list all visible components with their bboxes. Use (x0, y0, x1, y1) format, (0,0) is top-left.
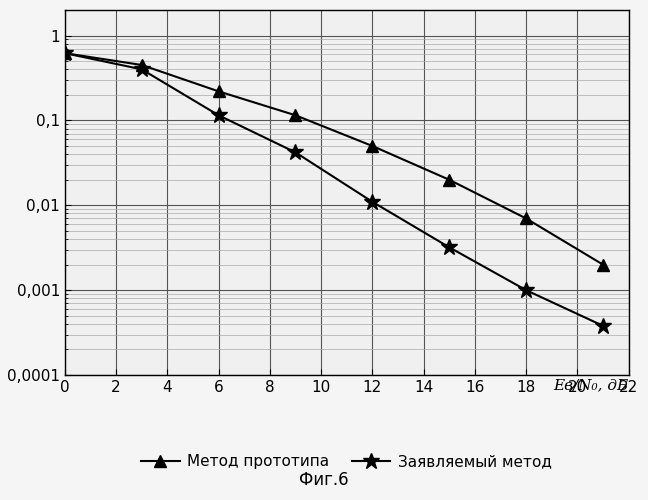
Заявляемый метод (214, 112, 222, 118)
Метод прототипа (138, 62, 146, 68)
Legend: Метод прототипа, Заявляемый метод: Метод прототипа, Заявляемый метод (135, 448, 558, 475)
Заявляемый метод (445, 244, 453, 250)
Метод прототипа (61, 50, 69, 56)
Метод прототипа (369, 143, 376, 149)
Метод прототипа (445, 176, 453, 182)
Метод прототипа (599, 262, 607, 268)
Заявляемый метод (522, 287, 530, 293)
Заявляемый метод (369, 199, 376, 205)
Line: Заявляемый метод: Заявляемый метод (56, 45, 611, 334)
Line: Метод прототипа: Метод прототипа (59, 48, 608, 270)
Метод прототипа (214, 88, 222, 94)
Заявляемый метод (138, 66, 146, 72)
Метод прототипа (522, 216, 530, 222)
Заявляемый метод (61, 50, 69, 56)
Text: Eв/N₀, дБ: Eв/N₀, дБ (553, 378, 629, 392)
Метод прототипа (292, 112, 299, 118)
Заявляемый метод (292, 150, 299, 156)
Text: Фиг.6: Фиг.6 (299, 471, 349, 489)
Заявляемый метод (599, 323, 607, 329)
